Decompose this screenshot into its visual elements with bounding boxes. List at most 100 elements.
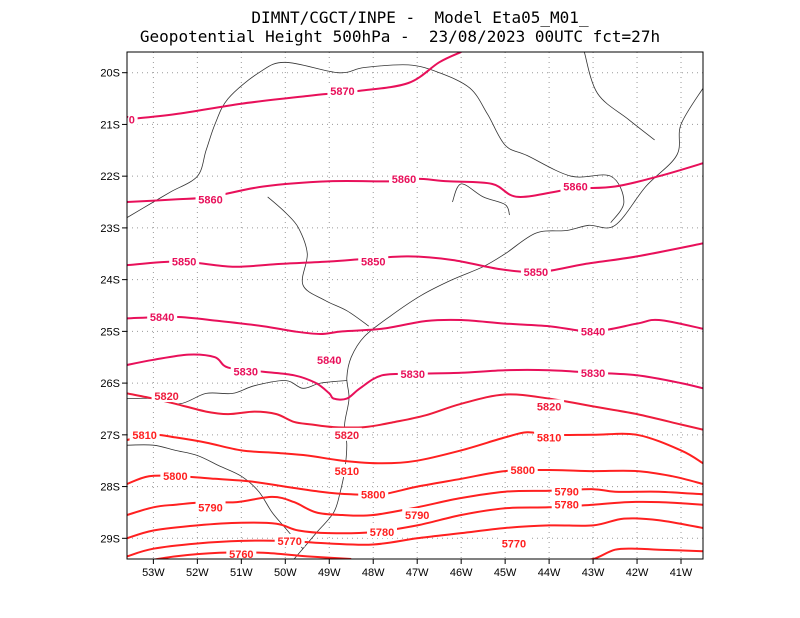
contour-label-5770: 5770 [277, 536, 301, 548]
contour-label-bg [402, 508, 433, 522]
contour-label-bg [551, 497, 582, 511]
contour-label-5800: 5800 [510, 465, 534, 477]
contour-label-bg [367, 525, 398, 539]
lat-tick-label: 21S [100, 119, 120, 131]
contour-label-5820: 5820 [335, 430, 359, 442]
lat-tick-label: 26S [100, 378, 120, 390]
contour-label-5820: 5820 [154, 391, 178, 403]
lon-tick-label: 46W [450, 567, 473, 579]
contour-label-bg [169, 254, 200, 268]
contour-label-5790: 5790 [198, 502, 222, 514]
state-border [127, 61, 625, 223]
lon-tick-label: 47W [406, 567, 429, 579]
contour-label-bg [578, 365, 609, 379]
contour-labels: 5870 5870 5860 5860 5860 5850 5850 5850 5840 5840… [127, 83, 609, 561]
lat-tick-label: 22S [100, 171, 120, 183]
contour-label-bg [151, 389, 182, 403]
contour-label-bg [498, 536, 529, 550]
contour-5820 [127, 392, 703, 431]
contour-label-bg [358, 254, 389, 268]
lat-tick-label: 27S [100, 430, 120, 442]
lon-tick-label: 43W [582, 567, 605, 579]
contour-5770 [127, 517, 703, 558]
contour-label-bg [560, 179, 591, 193]
lon-tick-label: 48W [362, 567, 385, 579]
contour-label-bg [397, 366, 428, 380]
contour-label-bg [534, 430, 565, 444]
contour-label-bg [358, 487, 389, 501]
contour-label-bg [578, 324, 609, 338]
contour-label-5860: 5860 [392, 174, 416, 186]
contour-label-5850: 5850 [172, 257, 196, 269]
contour-label-bg [551, 484, 582, 498]
contour-label-bg [160, 469, 191, 483]
contour-label-5780: 5780 [554, 500, 578, 512]
contour-label-5860: 5860 [198, 194, 222, 206]
chart-title-line-2: Geopotential Height 500hPa - 23/08/2023 … [139, 27, 661, 46]
contour-label-bg [331, 464, 362, 478]
contour-label-5830: 5830 [401, 369, 425, 381]
contour-label-5770: 5770 [502, 538, 526, 550]
contour-label-bg [230, 364, 261, 378]
contour-label-bg [127, 112, 138, 126]
lon-tick-label: 42W [626, 567, 649, 579]
chart-title-line-1: DIMNT/CGCT/INPE - Model Eta05_M01_ [251, 8, 589, 27]
state-border [127, 444, 304, 549]
contour-5810 [127, 431, 703, 465]
lon-tick-label: 41W [670, 567, 693, 579]
contour-label-bg [331, 427, 362, 441]
contour-label-5810: 5810 [335, 466, 359, 478]
contour-label-5840: 5840 [317, 355, 341, 367]
contour-5870 [127, 52, 462, 121]
contour-label-5850: 5850 [361, 257, 385, 269]
contour-5850 [127, 242, 703, 274]
contour-label-5800: 5800 [163, 471, 187, 483]
contour-label-5820: 5820 [537, 401, 561, 413]
contour-label-5790: 5790 [554, 487, 578, 499]
contour-5760 [571, 547, 703, 559]
lat-tick-label: 24S [100, 275, 120, 287]
lat-tick-label: 25S [100, 326, 120, 338]
lon-tick-label: 50W [274, 567, 297, 579]
contour-label-5860: 5860 [563, 182, 587, 194]
contour-label-5840: 5840 [150, 312, 174, 324]
contour-label-bg [195, 500, 226, 514]
lon-tick-label: 49W [318, 567, 341, 579]
contour-label-5780: 5780 [370, 527, 394, 539]
lat-tick-label: 23S [100, 223, 120, 235]
contour-label-5830: 5830 [233, 367, 257, 379]
contour-label-bg [314, 352, 345, 366]
coastline [293, 87, 703, 559]
lon-tick-label: 52W [186, 567, 209, 579]
contour-label-bg [534, 399, 565, 413]
contour-label-bg [520, 264, 551, 278]
contour-label-5790: 5790 [405, 510, 429, 522]
contour-label-bg [274, 533, 305, 547]
contour-label-5830: 5830 [581, 368, 605, 380]
lat-tick-label: 29S [100, 533, 120, 545]
state-border [583, 52, 655, 141]
lon-tick-label: 53W [142, 567, 165, 579]
contour-label-bg [327, 83, 358, 97]
lon-tick-label: 51W [230, 567, 253, 579]
lon-tick-label: 44W [538, 567, 561, 579]
lon-tick-label: 45W [494, 567, 517, 579]
state-border [452, 183, 510, 216]
plot-frame [126, 51, 704, 560]
lat-tick-label: 28S [100, 482, 120, 494]
contour-label-bg [129, 427, 160, 441]
contour-label-5850: 5850 [524, 267, 548, 279]
axes: 53W 52W 51W 50W 49W 48W 47W 46W 45W 44W 43W 42W 41W 2… [100, 68, 693, 579]
contour-label-bg [507, 463, 538, 477]
contour-label-5840: 5840 [581, 326, 605, 338]
contour-label-5810: 5810 [132, 430, 156, 442]
contour-label-5810: 5810 [537, 432, 561, 444]
contour-label-5760: 5760 [229, 549, 253, 561]
political-borders [127, 52, 703, 559]
contour-label-bg [147, 309, 178, 323]
contour-label-5870: 5870 [330, 86, 354, 98]
contour-label-bg [226, 546, 257, 559]
contour-label-bg [195, 192, 226, 206]
lat-tick-label: 20S [100, 68, 120, 80]
